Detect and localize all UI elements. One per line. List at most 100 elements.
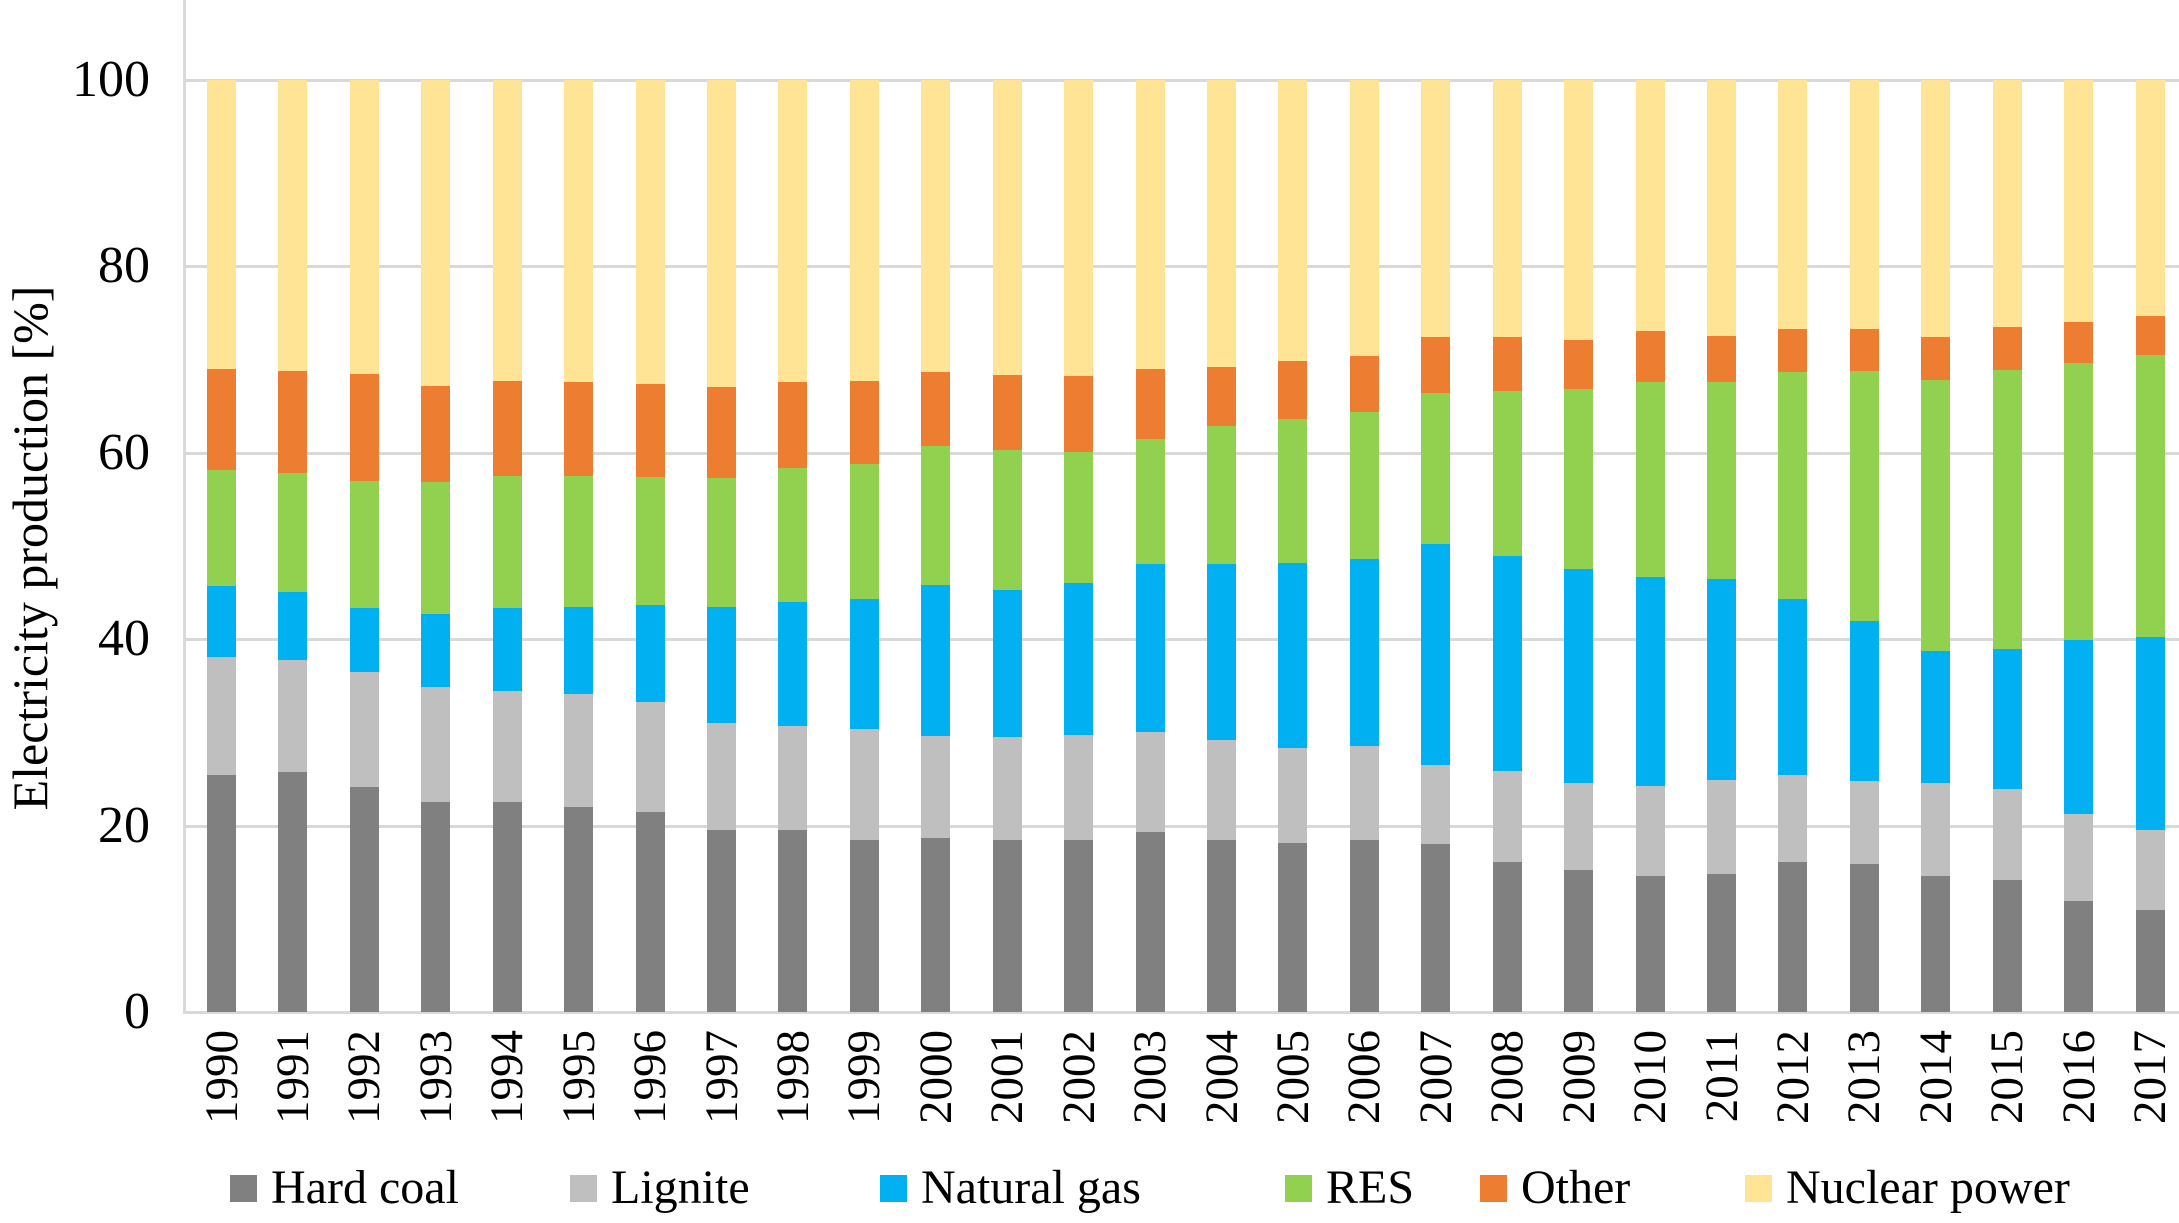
- segment-natural-gas-2015: [1992, 649, 2022, 790]
- segment-hard-coal-2000: [921, 837, 951, 1012]
- segment-hard-coal-2003: [1135, 832, 1165, 1012]
- segment-nuclear-power-2000: [921, 79, 951, 373]
- segment-res-2004: [1207, 425, 1237, 565]
- segment-natural-gas-1992: [349, 608, 379, 672]
- legend-label: Hard coal: [271, 1161, 459, 1214]
- bar-2014: [1921, 79, 1951, 1012]
- segment-natural-gas-2016: [2064, 639, 2094, 815]
- gridline-20: [183, 824, 2179, 828]
- segment-hard-coal-1992: [349, 787, 379, 1012]
- legend-marker-icon: [1745, 1174, 1772, 1202]
- segment-lignite-2015: [1992, 789, 2022, 880]
- segment-res-1993: [421, 482, 451, 614]
- bar-2005: [1278, 79, 1308, 1012]
- x-tick-label-2005: 2005: [1266, 1030, 1319, 1124]
- segment-other-2008: [1492, 336, 1522, 391]
- y-tick-label-20: 20: [98, 796, 150, 854]
- segment-lignite-1990: [207, 656, 236, 776]
- segment-res-2008: [1492, 390, 1522, 557]
- segment-hard-coal-2006: [1349, 840, 1379, 1012]
- bar-2013: [1849, 79, 1879, 1012]
- segment-natural-gas-1994: [492, 608, 522, 692]
- segment-nuclear-power-2006: [1349, 79, 1379, 356]
- bar-1995: [564, 79, 594, 1012]
- segment-nuclear-power-2002: [1064, 79, 1094, 377]
- segment-res-1990: [207, 470, 236, 586]
- segment-other-1998: [778, 381, 808, 469]
- legend-item-hard-coal: Hard coal: [230, 1156, 459, 1220]
- segment-hard-coal-2005: [1278, 843, 1308, 1012]
- segment-nuclear-power-2015: [1992, 79, 2022, 327]
- legend-marker-icon: [880, 1174, 907, 1202]
- segment-nuclear-power-1994: [492, 79, 522, 381]
- gridline-80: [183, 265, 2179, 268]
- legend-marker-icon: [570, 1174, 597, 1202]
- legend-item-res: RES: [1285, 1156, 1414, 1220]
- segment-res-2001: [992, 449, 1022, 590]
- segment-res-2005: [1278, 418, 1308, 563]
- x-tick-label-2002: 2002: [1052, 1030, 1105, 1124]
- y-tick-label-0: 0: [124, 983, 150, 1040]
- segment-other-2017: [2135, 316, 2165, 355]
- segment-nuclear-power-1998: [778, 79, 808, 382]
- bar-2010: [1635, 79, 1665, 1012]
- segment-res-2014: [1921, 379, 1951, 652]
- x-tick-label-1997: 1997: [695, 1030, 748, 1124]
- segment-lignite-2006: [1349, 746, 1379, 841]
- legend-marker-icon: [1480, 1174, 1507, 1202]
- segment-res-2009: [1564, 389, 1594, 570]
- y-axis-line: [183, 0, 186, 1014]
- segment-natural-gas-2010: [1635, 576, 1665, 787]
- segment-natural-gas-2008: [1492, 556, 1522, 772]
- y-axis-title: Electricity production [%]: [2, 285, 58, 811]
- segment-natural-gas-1993: [421, 613, 451, 687]
- segment-res-1998: [778, 468, 808, 602]
- bar-2012: [1778, 79, 1808, 1012]
- segment-lignite-2011: [1707, 779, 1737, 874]
- segment-nuclear-power-1991: [278, 79, 308, 372]
- segment-other-2002: [1064, 376, 1094, 452]
- x-tick-label-1993: 1993: [409, 1030, 462, 1124]
- bar-1992: [349, 79, 379, 1012]
- bar-1990: [207, 79, 236, 1012]
- segment-natural-gas-2003: [1135, 564, 1165, 733]
- segment-res-2000: [921, 445, 951, 585]
- segment-other-2016: [2064, 322, 2094, 364]
- segment-res-2010: [1635, 381, 1665, 577]
- x-tick-label-2006: 2006: [1338, 1030, 1391, 1124]
- segment-res-2012: [1778, 372, 1808, 599]
- segment-nuclear-power-2007: [1421, 79, 1451, 337]
- segment-res-2015: [1992, 370, 2022, 650]
- segment-lignite-2003: [1135, 732, 1165, 833]
- segment-nuclear-power-2003: [1135, 79, 1165, 369]
- x-tick-label-2001: 2001: [981, 1030, 1034, 1124]
- segment-res-1991: [278, 473, 308, 593]
- legend-label: Lignite: [611, 1161, 750, 1214]
- segment-other-1990: [207, 368, 236, 471]
- segment-natural-gas-2012: [1778, 598, 1808, 776]
- bar-1997: [707, 79, 736, 1012]
- segment-natural-gas-2004: [1207, 564, 1237, 740]
- segment-other-2014: [1921, 336, 1951, 380]
- segment-res-2013: [1849, 371, 1879, 622]
- segment-lignite-2002: [1064, 735, 1094, 840]
- bar-1998: [778, 79, 808, 1012]
- segment-natural-gas-2011: [1707, 579, 1737, 780]
- segment-other-2006: [1349, 355, 1379, 413]
- segment-hard-coal-2001: [992, 840, 1022, 1012]
- x-tick-label-2015: 2015: [1981, 1030, 2034, 1124]
- segment-lignite-2004: [1207, 739, 1237, 840]
- segment-natural-gas-2001: [992, 589, 1022, 737]
- segment-other-2003: [1135, 368, 1165, 439]
- segment-res-2003: [1135, 438, 1165, 565]
- segment-lignite-2016: [2064, 814, 2094, 902]
- x-tick-label-2009: 2009: [1552, 1030, 1605, 1124]
- segment-natural-gas-2017: [2135, 637, 2165, 831]
- segment-nuclear-power-1990: [207, 79, 236, 369]
- segment-res-1996: [635, 476, 665, 606]
- x-tick-label-2003: 2003: [1124, 1030, 1177, 1124]
- segment-hard-coal-2002: [1064, 839, 1094, 1012]
- segment-lignite-1999: [849, 729, 879, 840]
- segment-natural-gas-2005: [1278, 562, 1308, 749]
